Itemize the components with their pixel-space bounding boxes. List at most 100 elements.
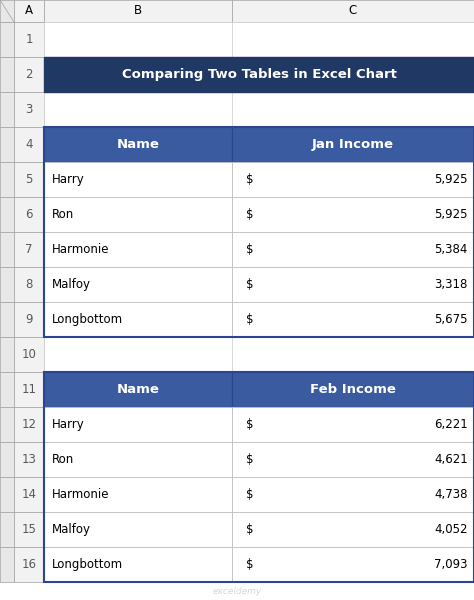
Bar bbox=[44, 512, 232, 547]
Bar bbox=[0, 92, 14, 127]
Bar bbox=[14, 477, 44, 512]
Bar bbox=[0, 547, 14, 582]
Bar bbox=[232, 162, 474, 197]
Bar bbox=[44, 162, 232, 197]
Text: $: $ bbox=[246, 453, 254, 466]
Bar bbox=[44, 477, 232, 512]
Text: Harry: Harry bbox=[52, 173, 85, 186]
Bar bbox=[44, 442, 232, 477]
Bar bbox=[0, 0, 14, 22]
Text: 7,093: 7,093 bbox=[435, 558, 468, 571]
Bar bbox=[14, 442, 44, 477]
Bar bbox=[0, 127, 14, 162]
Text: 15: 15 bbox=[21, 523, 36, 536]
Bar bbox=[14, 302, 44, 337]
Bar bbox=[232, 302, 474, 337]
Bar bbox=[232, 197, 474, 232]
Bar bbox=[232, 442, 474, 477]
Bar bbox=[14, 267, 44, 302]
Bar bbox=[44, 372, 474, 582]
Bar bbox=[14, 372, 44, 407]
Text: 14: 14 bbox=[21, 488, 36, 501]
Bar bbox=[232, 547, 474, 582]
Bar bbox=[232, 302, 474, 337]
Bar bbox=[232, 22, 474, 57]
Text: 4,738: 4,738 bbox=[435, 488, 468, 501]
Text: $: $ bbox=[246, 523, 254, 536]
Text: 7: 7 bbox=[25, 243, 33, 256]
Bar bbox=[0, 267, 14, 302]
Bar bbox=[232, 372, 474, 407]
Text: Longbottom: Longbottom bbox=[52, 313, 123, 326]
Text: Comparing Two Tables in Excel Chart: Comparing Two Tables in Excel Chart bbox=[121, 68, 396, 81]
Bar bbox=[44, 337, 232, 372]
Bar bbox=[14, 512, 44, 547]
Bar bbox=[232, 512, 474, 547]
Bar bbox=[232, 0, 474, 22]
Bar bbox=[0, 22, 14, 57]
Bar bbox=[232, 57, 474, 92]
Bar bbox=[232, 232, 474, 267]
Bar bbox=[232, 197, 474, 232]
Text: $: $ bbox=[246, 488, 254, 501]
Bar bbox=[14, 0, 44, 22]
Text: 5,675: 5,675 bbox=[435, 313, 468, 326]
Bar bbox=[232, 337, 474, 372]
Text: 5,925: 5,925 bbox=[435, 173, 468, 186]
Bar bbox=[44, 267, 232, 302]
Bar bbox=[44, 547, 232, 582]
Bar bbox=[44, 57, 474, 92]
Text: 16: 16 bbox=[21, 558, 36, 571]
Bar bbox=[44, 267, 232, 302]
Text: Ron: Ron bbox=[52, 208, 74, 221]
Text: exceldemy: exceldemy bbox=[212, 587, 262, 596]
Bar bbox=[0, 407, 14, 442]
Text: $: $ bbox=[246, 278, 254, 291]
Bar bbox=[232, 547, 474, 582]
Text: 3: 3 bbox=[25, 103, 33, 116]
Text: 4,621: 4,621 bbox=[434, 453, 468, 466]
Text: $: $ bbox=[246, 243, 254, 256]
Text: 6,221: 6,221 bbox=[434, 418, 468, 431]
Bar bbox=[0, 512, 14, 547]
Text: 2: 2 bbox=[25, 68, 33, 81]
Bar bbox=[232, 407, 474, 442]
Bar bbox=[0, 372, 14, 407]
Bar bbox=[44, 372, 232, 407]
Text: Feb Income: Feb Income bbox=[310, 383, 396, 396]
Bar bbox=[44, 547, 232, 582]
Text: 5,384: 5,384 bbox=[435, 243, 468, 256]
Bar bbox=[0, 162, 14, 197]
Bar bbox=[44, 232, 232, 267]
Text: Ron: Ron bbox=[52, 453, 74, 466]
Bar bbox=[0, 337, 14, 372]
Text: Name: Name bbox=[117, 383, 159, 396]
Text: B: B bbox=[134, 4, 142, 17]
Text: C: C bbox=[349, 4, 357, 17]
Bar bbox=[232, 477, 474, 512]
Bar bbox=[232, 162, 474, 197]
Text: 4: 4 bbox=[25, 138, 33, 151]
Text: Jan Income: Jan Income bbox=[312, 138, 394, 151]
Text: 1: 1 bbox=[25, 33, 33, 46]
Bar bbox=[44, 57, 232, 92]
Text: 5,925: 5,925 bbox=[435, 208, 468, 221]
Text: 11: 11 bbox=[21, 383, 36, 396]
Text: $: $ bbox=[246, 418, 254, 431]
Bar bbox=[44, 302, 232, 337]
Bar bbox=[44, 127, 232, 162]
Text: Harmonie: Harmonie bbox=[52, 488, 109, 501]
Text: Harry: Harry bbox=[52, 418, 85, 431]
Bar bbox=[232, 127, 474, 162]
Bar bbox=[44, 197, 232, 232]
Bar bbox=[44, 127, 474, 337]
Bar bbox=[232, 512, 474, 547]
Text: 13: 13 bbox=[21, 453, 36, 466]
Bar bbox=[14, 92, 44, 127]
Bar bbox=[44, 302, 232, 337]
Text: A: A bbox=[25, 4, 33, 17]
Bar bbox=[0, 442, 14, 477]
Text: 8: 8 bbox=[25, 278, 33, 291]
Text: Harmonie: Harmonie bbox=[52, 243, 109, 256]
Bar bbox=[14, 162, 44, 197]
